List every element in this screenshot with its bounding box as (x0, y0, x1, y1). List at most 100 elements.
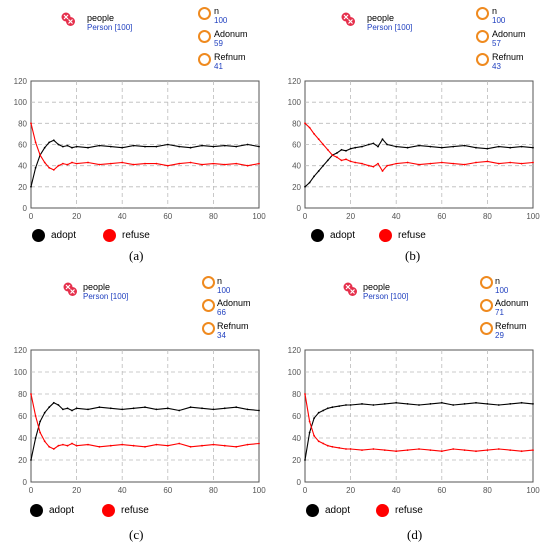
data-point-adopt (34, 437, 37, 439)
data-point-adopt (178, 409, 181, 412)
data-point-refuse (532, 449, 534, 451)
y-tick-label: 60 (18, 141, 27, 150)
data-point-refuse (406, 161, 409, 164)
data-point-adopt (166, 143, 169, 146)
data-point-adopt (246, 143, 249, 146)
variable-name: Adonum (495, 298, 529, 308)
agent-type: Person [100] (83, 292, 129, 301)
variable-ring-icon (198, 30, 211, 43)
x-tick-label: 80 (483, 212, 492, 221)
data-point-adopt (39, 420, 41, 423)
y-tick-label: 120 (14, 347, 28, 355)
data-point-adopt (395, 401, 398, 404)
data-point-adopt (212, 408, 215, 411)
data-point-refuse (62, 443, 64, 446)
data-point-refuse (144, 445, 146, 448)
data-point-adopt (48, 141, 51, 144)
data-point-refuse (361, 449, 363, 451)
legend-dot-adopt (306, 504, 319, 517)
data-point-adopt (71, 146, 73, 149)
variable-name: Adonum (217, 298, 251, 308)
variable-name: Refnum (214, 52, 246, 62)
data-point-adopt (201, 144, 203, 147)
data-point-refuse (109, 162, 112, 165)
data-point-adopt (340, 148, 343, 151)
x-tick-label: 60 (437, 486, 446, 495)
legend-label-adopt: adopt (49, 505, 75, 516)
data-point-adopt (98, 406, 101, 409)
data-point-refuse (52, 169, 55, 171)
data-point-adopt (166, 407, 169, 410)
data-point-adopt (71, 409, 73, 412)
data-point-adopt (304, 185, 306, 188)
data-point-adopt (121, 146, 124, 149)
panel-caption: (a) (129, 248, 144, 263)
data-point-refuse (336, 156, 338, 159)
variable-name: n (217, 276, 223, 286)
data-point-refuse (258, 162, 260, 165)
data-point-refuse (75, 444, 78, 447)
y-tick-label: 80 (18, 119, 27, 128)
data-point-adopt (361, 403, 363, 405)
data-point-adopt (406, 146, 409, 149)
x-tick-label: 40 (118, 212, 127, 221)
panel-caption: (d) (407, 527, 423, 542)
agent-type: Person [100] (363, 292, 409, 301)
data-point-refuse (34, 141, 37, 144)
x-tick-label: 100 (526, 212, 540, 221)
x-tick-label: 60 (437, 212, 446, 221)
data-point-refuse (381, 170, 384, 172)
x-tick-label: 20 (346, 212, 355, 221)
y-tick-label: 20 (292, 183, 301, 192)
data-point-adopt (367, 143, 370, 146)
data-point-refuse (386, 164, 388, 167)
data-point-adopt (361, 145, 363, 148)
data-point-refuse (429, 449, 432, 451)
data-point-refuse (338, 447, 341, 449)
variable-ring-icon (198, 53, 211, 66)
data-point-adopt (452, 404, 455, 406)
data-point-refuse (349, 448, 352, 450)
data-point-adopt (66, 407, 69, 410)
data-point-adopt (326, 159, 329, 162)
data-point-refuse (39, 154, 41, 156)
data-point-adopt (132, 407, 135, 410)
data-point-adopt (30, 459, 32, 461)
data-point-adopt (326, 407, 329, 410)
data-point-refuse (520, 450, 523, 453)
data-point-adopt (98, 144, 101, 147)
data-point-adopt (486, 403, 489, 405)
data-point-adopt (235, 145, 238, 148)
data-point-adopt (246, 408, 249, 411)
data-point-adopt (463, 144, 466, 147)
legend-label-refuse: refuse (121, 505, 149, 516)
data-point-refuse (532, 161, 534, 164)
data-point-refuse (189, 445, 192, 448)
data-point-refuse (258, 442, 260, 445)
variable-value: 71 (495, 308, 504, 317)
data-point-refuse (326, 444, 329, 447)
data-point-adopt (201, 407, 203, 410)
data-point-adopt (322, 164, 325, 167)
data-point-adopt (349, 404, 352, 406)
data-point-adopt (43, 411, 46, 414)
data-point-refuse (317, 440, 320, 443)
data-point-refuse (308, 420, 311, 423)
data-point-refuse (235, 445, 238, 448)
data-point-adopt (223, 407, 226, 410)
data-point-refuse (429, 162, 432, 165)
data-point-adopt (223, 144, 226, 147)
data-point-refuse (201, 444, 203, 447)
x-tick-label: 0 (29, 212, 34, 221)
legend-dot-refuse (376, 504, 389, 517)
data-point-adopt (62, 145, 64, 148)
variable-ring-icon (480, 276, 493, 289)
data-point-refuse (509, 449, 512, 451)
data-point-refuse (372, 165, 375, 168)
data-point-adopt (66, 144, 69, 147)
data-point-adopt (308, 431, 311, 434)
line-chart: 0 20 40 60 80 100 120 0 20 40 60 80 100 (288, 78, 541, 221)
data-point-adopt (372, 142, 375, 145)
legend-label-adopt: adopt (330, 230, 356, 241)
data-point-adopt (452, 145, 455, 148)
